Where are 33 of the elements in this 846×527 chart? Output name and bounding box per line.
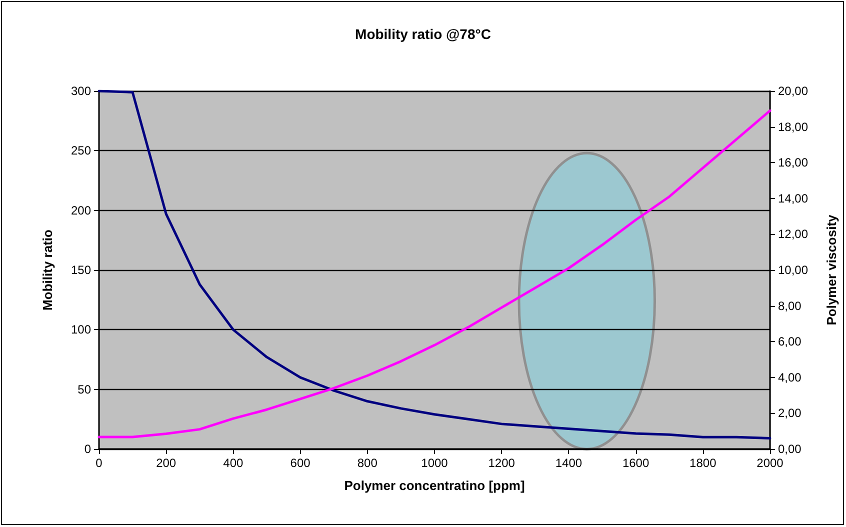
y2-tick-label: 0,00 xyxy=(778,442,802,456)
x-tick-label: 1000 xyxy=(421,456,448,470)
y2-tick-label: 10,00 xyxy=(778,263,808,277)
y-tick-label: 250 xyxy=(70,144,92,158)
y2-tick-label: 16,00 xyxy=(778,156,808,170)
y-tick-label: 200 xyxy=(70,203,92,218)
y2-tick-label: 4,00 xyxy=(778,370,802,384)
x-tick-label: 1600 xyxy=(622,456,650,470)
y2-tick-label: 20,00 xyxy=(778,84,808,98)
x-axis-title: Polymer concentratino [ppm] xyxy=(344,478,525,493)
y2-tick-label: 14,00 xyxy=(778,191,808,206)
y2-tick-label: 6,00 xyxy=(778,334,802,349)
x-tick-label: 600 xyxy=(290,456,311,470)
y2-tick-label: 8,00 xyxy=(778,298,802,313)
y-tick-label: 150 xyxy=(70,263,92,277)
y-tick-label: 0 xyxy=(84,442,92,456)
x-tick-label: 2000 xyxy=(756,456,784,470)
y2-tick-label: 18,00 xyxy=(778,120,808,134)
y2-tick-label: 2,00 xyxy=(778,406,802,420)
y2-axis-title: Polymer viscosity xyxy=(824,214,839,326)
x-tick-label: 1400 xyxy=(555,456,582,470)
y-tick-label: 50 xyxy=(78,382,92,396)
y-tick-label: 100 xyxy=(70,322,92,337)
x-tick-label: 1800 xyxy=(690,456,717,470)
y-axis-title: Mobility ratio xyxy=(40,230,55,310)
chart-title: Mobility ratio @78°C xyxy=(355,26,491,42)
y2-tick-label: 12,00 xyxy=(778,227,808,242)
y-tick-label: 300 xyxy=(70,84,92,98)
x-tick-label: 800 xyxy=(357,456,378,470)
x-tick-label: 200 xyxy=(156,456,176,470)
x-tick-label: 0 xyxy=(96,456,103,470)
x-tick-label: 400 xyxy=(223,456,244,470)
x-tick-label: 1200 xyxy=(488,456,516,470)
